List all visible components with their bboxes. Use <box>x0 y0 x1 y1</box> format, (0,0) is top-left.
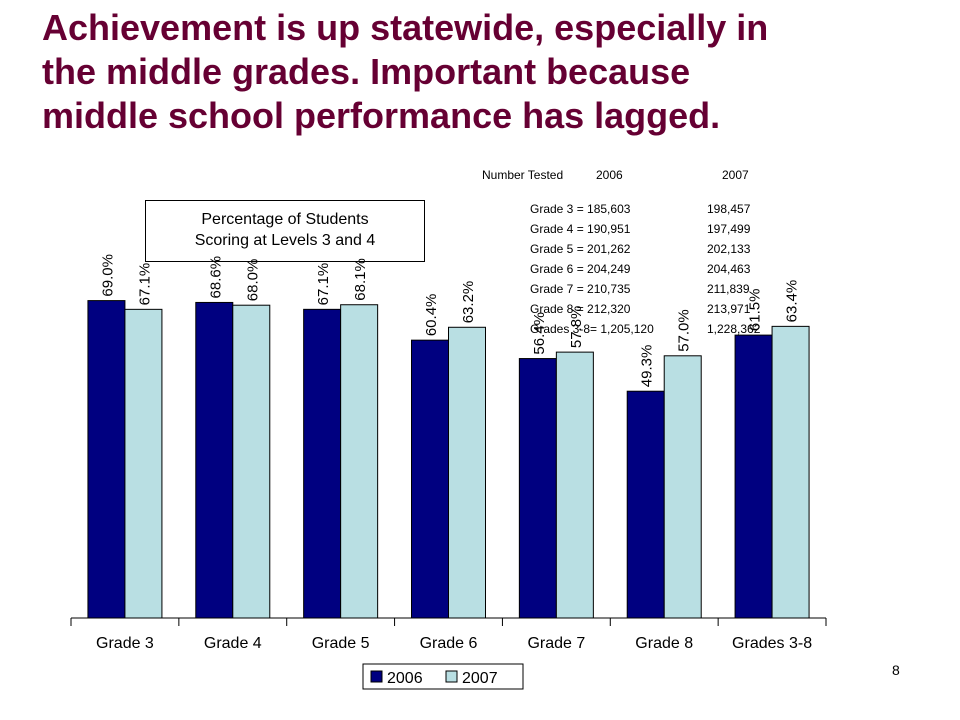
bar-2007-4 <box>555 351 594 619</box>
title-line-1: Achievement is up statewide, especially … <box>42 7 769 48</box>
bar-2007-3 <box>448 326 486 619</box>
bar-2007-1 <box>232 304 271 619</box>
legend-swatch-2007 <box>445 670 458 683</box>
number-tested-2006-row-1: Grade 3 = 185,603 <box>530 202 631 216</box>
x-tick-label-0: Grade 3 <box>96 635 154 652</box>
number-tested-2006-row-5: Grade 7 = 210,735 <box>530 282 631 296</box>
bar-2006-0 <box>87 300 126 619</box>
number-tested-2007-row-4: 204,463 <box>707 262 751 276</box>
legend-label-2007: 2007 <box>462 670 498 687</box>
x-tick-label-6: Grades 3-8 <box>732 635 812 652</box>
legend-swatch-2006 <box>370 670 383 683</box>
number-tested-2007-row-3: 202,133 <box>707 242 751 256</box>
bar-2007-0 <box>124 308 163 619</box>
number-tested-2007-row-7: 1,228,362 <box>707 322 761 336</box>
data-label-2006-3: 60.4% <box>423 294 440 337</box>
page-number: 8 <box>892 662 900 678</box>
number-tested-header-2007: 2007 <box>722 168 749 182</box>
number-tested-2006-row-6: Grade 8 = 212,320 <box>530 302 631 316</box>
x-tick-label-4: Grade 7 <box>527 635 585 652</box>
legend-label-2006: 2006 <box>387 670 423 687</box>
bar-2006-5 <box>626 390 665 619</box>
bar-2006-3 <box>411 339 449 619</box>
bar-2007-2 <box>340 304 379 619</box>
data-label-2006-4: 56.4% <box>531 312 548 355</box>
data-label-2007-0: 67.1% <box>136 263 153 306</box>
title-line-3: middle school performance has lagged. <box>42 95 721 136</box>
number-tested-header-2006: 2006 <box>596 168 623 182</box>
number-tested-2006-row-2: Grade 4 = 190,951 <box>530 222 631 236</box>
bar-2006-1 <box>195 301 234 619</box>
data-label-2007-3: 63.2% <box>460 281 477 324</box>
bar-2006-2 <box>303 308 342 619</box>
number-tested-header: Number Tested <box>482 168 564 182</box>
data-label-2007-6: 63.4% <box>784 280 801 323</box>
bar-2007-6 <box>771 325 810 619</box>
slide-title: Achievement is up statewide, especially … <box>42 6 942 138</box>
x-tick-label-1: Grade 4 <box>204 635 262 652</box>
data-label-2006-6: 61.5% <box>747 289 764 332</box>
bar-2006-6 <box>734 334 773 619</box>
number-tested-2007-row-2: 197,499 <box>707 222 751 236</box>
data-label-2007-4: 57.8% <box>568 306 585 349</box>
data-label-2007-5: 57.0% <box>676 309 693 352</box>
number-tested-2007-row-5: 211,839 <box>707 282 750 296</box>
x-tick-label-2: Grade 5 <box>312 635 370 652</box>
x-tick-label-5: Grade 8 <box>635 635 693 652</box>
data-label-2007-1: 68.0% <box>244 259 261 302</box>
data-label-2006-2: 67.1% <box>315 263 332 306</box>
chart-caption-line-1: Percentage of Students <box>201 211 369 228</box>
number-tested-2006-row-4: Grade 6 = 204,249 <box>530 262 631 276</box>
bar-2006-4 <box>518 358 557 619</box>
data-label-2006-0: 69.0% <box>99 254 116 297</box>
number-tested-2006-row-7: Grades 3-8= 1,205,120 <box>530 322 654 336</box>
data-label-2006-1: 68.6% <box>207 256 224 299</box>
number-tested-2007-row-1: 198,457 <box>707 202 751 216</box>
chart-caption-box: Percentage of Students Scoring at Levels… <box>145 200 425 262</box>
x-tick-label-3: Grade 6 <box>420 635 478 652</box>
data-label-2006-5: 49.3% <box>639 345 656 388</box>
number-tested-2006-row-3: Grade 5 = 201,262 <box>530 242 631 256</box>
bar-2007-5 <box>663 355 702 619</box>
legend-box <box>362 663 524 690</box>
chart-caption-line-2: Scoring at Levels 3 and 4 <box>194 232 376 249</box>
number-tested-2007-row-6: 213,971 <box>707 302 751 316</box>
title-line-2: the middle grades. Important because <box>42 51 691 92</box>
data-label-2007-2: 68.1% <box>352 258 369 301</box>
